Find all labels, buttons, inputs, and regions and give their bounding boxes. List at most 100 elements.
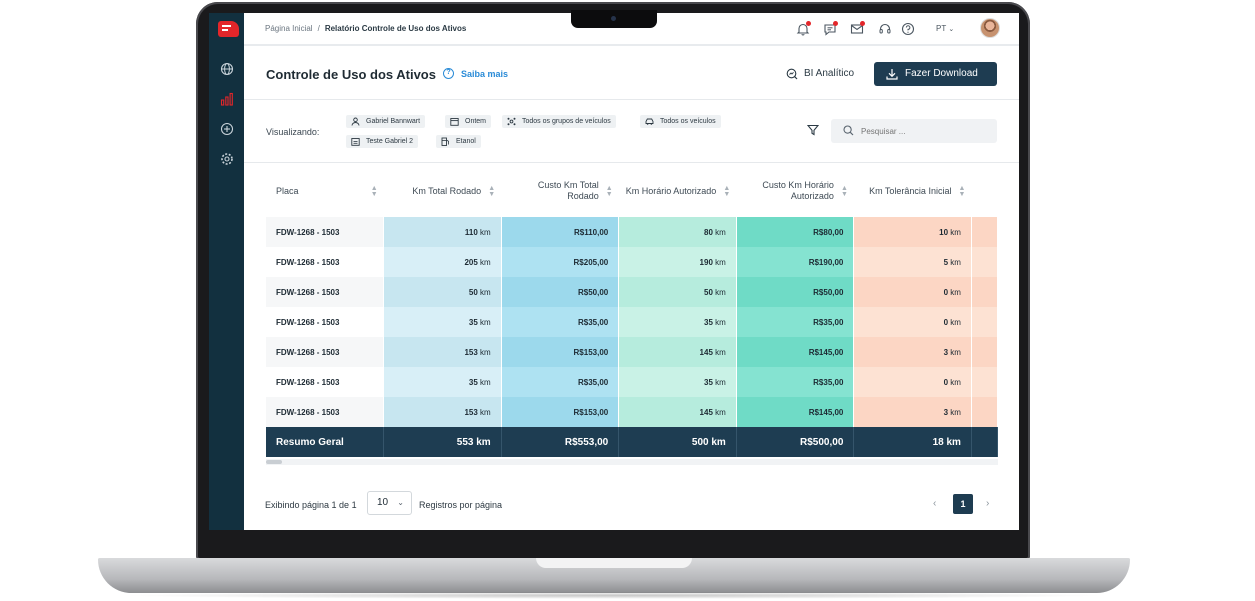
- cell-value: 110: [464, 227, 478, 237]
- language-selector[interactable]: PT ⌄: [936, 24, 954, 33]
- table-cell-km-tolerancia: 0 km: [853, 367, 972, 397]
- cell-value: R$35,00: [813, 377, 844, 387]
- cell-unit: km: [950, 377, 961, 387]
- user-avatar[interactable]: [980, 18, 1000, 38]
- chevron-down-icon: ⌄: [397, 498, 404, 507]
- table-cell-custo-total: R$153,00: [501, 397, 620, 427]
- table-cell-overflow: [971, 367, 998, 397]
- table-cell-overflow: [971, 397, 998, 427]
- page-number-button[interactable]: 1: [953, 494, 973, 514]
- gear-icon[interactable]: [220, 152, 234, 166]
- column-header-custo-total[interactable]: Custo Km Total Rodado ▲ ▼: [501, 165, 619, 217]
- cell-unit: km: [715, 377, 726, 387]
- column-header-km-tolerancia[interactable]: Km Tolerância Inicial ▲ ▼: [853, 165, 972, 217]
- cell-unit: km: [950, 317, 961, 327]
- mail-button[interactable]: [850, 21, 865, 36]
- search-box[interactable]: [831, 119, 997, 143]
- laptop-base-lip: [536, 558, 692, 568]
- plus-circle-icon[interactable]: [220, 122, 234, 136]
- search-input[interactable]: [861, 123, 991, 139]
- cell-value: R$35,00: [577, 377, 609, 387]
- table-header-row: Placa ▲ ▼ Km Total Rodado ▲ ▼ Custo Km Total…: [266, 165, 998, 217]
- table-cell-custo-total: R$110,00: [501, 217, 620, 247]
- table-cell-km-tolerancia: 0 km: [853, 277, 972, 307]
- cell-value: R$35,00: [813, 317, 844, 327]
- table-cell-placa: FDW-1268 - 1503: [266, 247, 385, 277]
- bi-analitico-button[interactable]: BI Analítico: [786, 63, 854, 85]
- table-cell-km-autorizado: 35 km: [618, 307, 737, 337]
- cell-value: R$80,00: [813, 227, 844, 237]
- saiba-mais-link[interactable]: Saiba mais: [461, 69, 509, 79]
- table-row[interactable]: FDW-1268 - 1503 153 km R$153,00 145 km R$145…: [266, 397, 998, 427]
- table-row[interactable]: FDW-1268 - 1503 35 km R$35,00 35 km R$35,00 0…: [266, 307, 998, 337]
- column-header-km-total[interactable]: Km Total Rodado ▲ ▼: [383, 165, 502, 217]
- scrollbar-thumb[interactable]: [266, 460, 282, 464]
- table-cell-custo-autorizado: R$145,00: [736, 397, 855, 427]
- summary-unit: km: [946, 436, 961, 448]
- support-button[interactable]: [878, 22, 892, 36]
- cell-unit: km: [715, 227, 726, 237]
- sort-icon[interactable]: ▲ ▼: [723, 185, 731, 198]
- horizontal-scrollbar[interactable]: [266, 459, 998, 465]
- cell-value: 0: [943, 377, 949, 387]
- table-row[interactable]: FDW-1268 - 1503 50 km R$50,00 50 km R$50,00 0…: [266, 277, 998, 307]
- column-header-label: Custo Km Horário Autorizado: [762, 180, 834, 201]
- sort-icon[interactable]: ▲ ▼: [605, 185, 613, 198]
- prev-page-button[interactable]: ‹: [933, 498, 937, 509]
- cell-value: 3: [943, 347, 949, 357]
- sort-icon[interactable]: ▲ ▼: [488, 185, 496, 198]
- chart-icon[interactable]: [220, 92, 234, 106]
- summary-value: 553: [456, 436, 474, 448]
- cell-unit: km: [950, 287, 961, 297]
- filter-funnel-icon[interactable]: [807, 124, 819, 136]
- table-body: FDW-1268 - 1503 110 km R$110,00 80 km R$80,0…: [266, 217, 998, 457]
- column-header-km-autorizado[interactable]: Km Horário Autorizado ▲ ▼: [618, 165, 737, 217]
- cell-value: 5: [943, 257, 949, 267]
- cell-value: 0: [943, 317, 949, 327]
- help-circle-icon[interactable]: ?: [443, 68, 454, 79]
- next-page-button[interactable]: ›: [986, 498, 990, 509]
- filter-chip-schedule[interactable]: Teste Gabriel 2: [346, 135, 419, 148]
- brand-logo[interactable]: [218, 21, 239, 37]
- filter-chip-vehicles[interactable]: Todos os veículos: [640, 115, 721, 128]
- table-cell-km-tolerancia: 3 km: [853, 337, 972, 367]
- summary-value: 18: [932, 436, 944, 448]
- cell-value: R$153,00: [573, 347, 609, 357]
- filter-chip-fuel[interactable]: Etanol: [436, 135, 481, 148]
- filter-chip-groups[interactable]: Todos os grupos de veículos: [502, 115, 616, 128]
- cell-value: R$153,00: [573, 407, 609, 417]
- column-header-placa[interactable]: Placa ▲ ▼: [266, 165, 384, 217]
- analytics-icon: [786, 68, 798, 80]
- table-row[interactable]: FDW-1268 - 1503 35 km R$35,00 35 km R$35,00 0…: [266, 367, 998, 397]
- page-size-select[interactable]: 10 ⌄: [367, 491, 412, 515]
- summary-cell-km-autorizado: 500 km: [618, 427, 737, 457]
- table-cell-km-total: 35 km: [383, 367, 502, 397]
- filter-chip-date[interactable]: Ontem: [445, 115, 492, 128]
- table-cell-km-total: 153 km: [383, 337, 502, 367]
- cell-value: 10: [939, 227, 949, 237]
- table-row[interactable]: FDW-1268 - 1503 110 km R$110,00 80 km R$80,0…: [266, 217, 998, 247]
- sort-icon[interactable]: ▲ ▼: [958, 185, 966, 198]
- table-cell-km-autorizado: 145 km: [618, 337, 737, 367]
- cell-value: 35: [468, 317, 478, 327]
- cell-value: 145: [699, 407, 713, 417]
- table-row[interactable]: FDW-1268 - 1503 205 km R$205,00 190 km R$190…: [266, 247, 998, 277]
- notifications-button[interactable]: [796, 21, 811, 36]
- sort-icon[interactable]: ▲ ▼: [840, 185, 848, 198]
- chat-button[interactable]: [823, 21, 838, 36]
- column-header-overflow: [971, 165, 998, 217]
- report-table: Placa ▲ ▼ Km Total Rodado ▲ ▼ Custo Km Total…: [266, 165, 998, 457]
- sort-icon[interactable]: ▲ ▼: [370, 185, 378, 198]
- cell-value: 153: [464, 347, 478, 357]
- download-button[interactable]: Fazer Download: [874, 62, 997, 86]
- table-row[interactable]: FDW-1268 - 1503 153 km R$153,00 145 km R$145…: [266, 337, 998, 367]
- table-cell-overflow: [971, 277, 998, 307]
- globe-icon[interactable]: [220, 62, 234, 76]
- cell-value: 50: [468, 287, 478, 297]
- breadcrumb-home[interactable]: Página Inicial: [265, 24, 313, 33]
- cell-unit: km: [715, 287, 726, 297]
- filter-chip-user[interactable]: Gabriel Bannwart: [346, 115, 426, 128]
- help-button[interactable]: [901, 22, 915, 36]
- column-header-custo-autorizado[interactable]: Custo Km Horário Autorizado ▲ ▼: [736, 165, 854, 217]
